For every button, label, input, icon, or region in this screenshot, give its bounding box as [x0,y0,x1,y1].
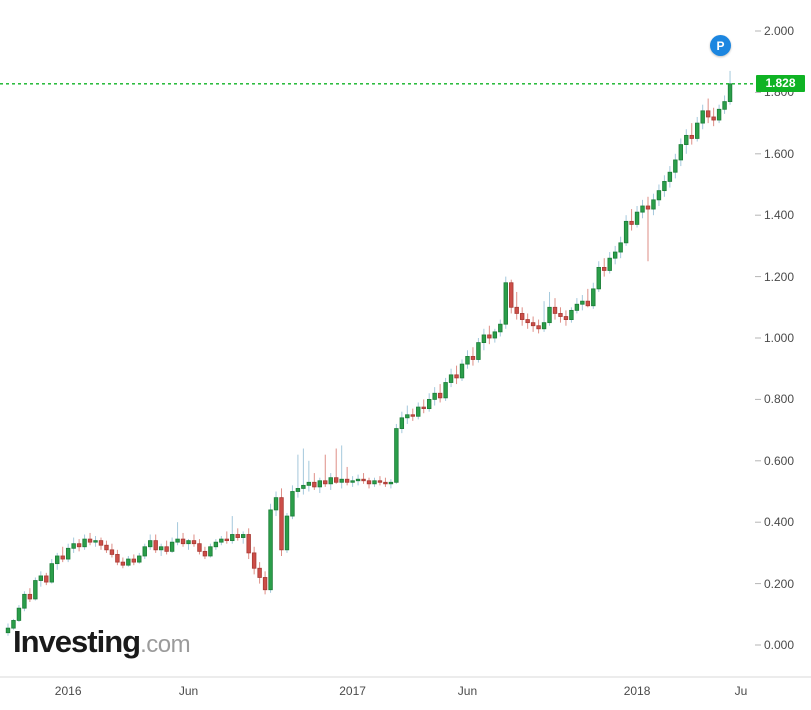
logo-text-suffix: .com [140,631,191,658]
x-axis-label: Jun [457,684,478,698]
price-tag: 1.828 [756,74,805,92]
y-axis-label: 1.000 [764,331,795,345]
x-axis-label: 2017 [339,684,366,698]
y-axis-label: 1.600 [764,146,795,161]
y-axis-label: 2.000 [764,24,795,38]
x-axis-label: 2016 [54,684,82,698]
x-axis-label: Jun [178,684,199,698]
investing-logo: Investing.com [13,624,191,660]
y-axis-label: 0.600 [764,453,795,468]
y-axis-label: 1.400 [764,208,795,223]
logo-text-main: Investing [13,624,141,659]
x-axis-label: Ju [734,684,748,698]
y-axis-label: 0.400 [764,515,795,530]
portfolio-badge[interactable]: P [710,35,731,56]
x-axis-label: 2018 [623,684,651,698]
y-axis-label: 0.800 [764,392,795,407]
y-axis-label: 1.200 [764,269,795,284]
y-axis-label: 0.200 [764,576,795,591]
y-axis-label: 0.000 [764,638,795,652]
